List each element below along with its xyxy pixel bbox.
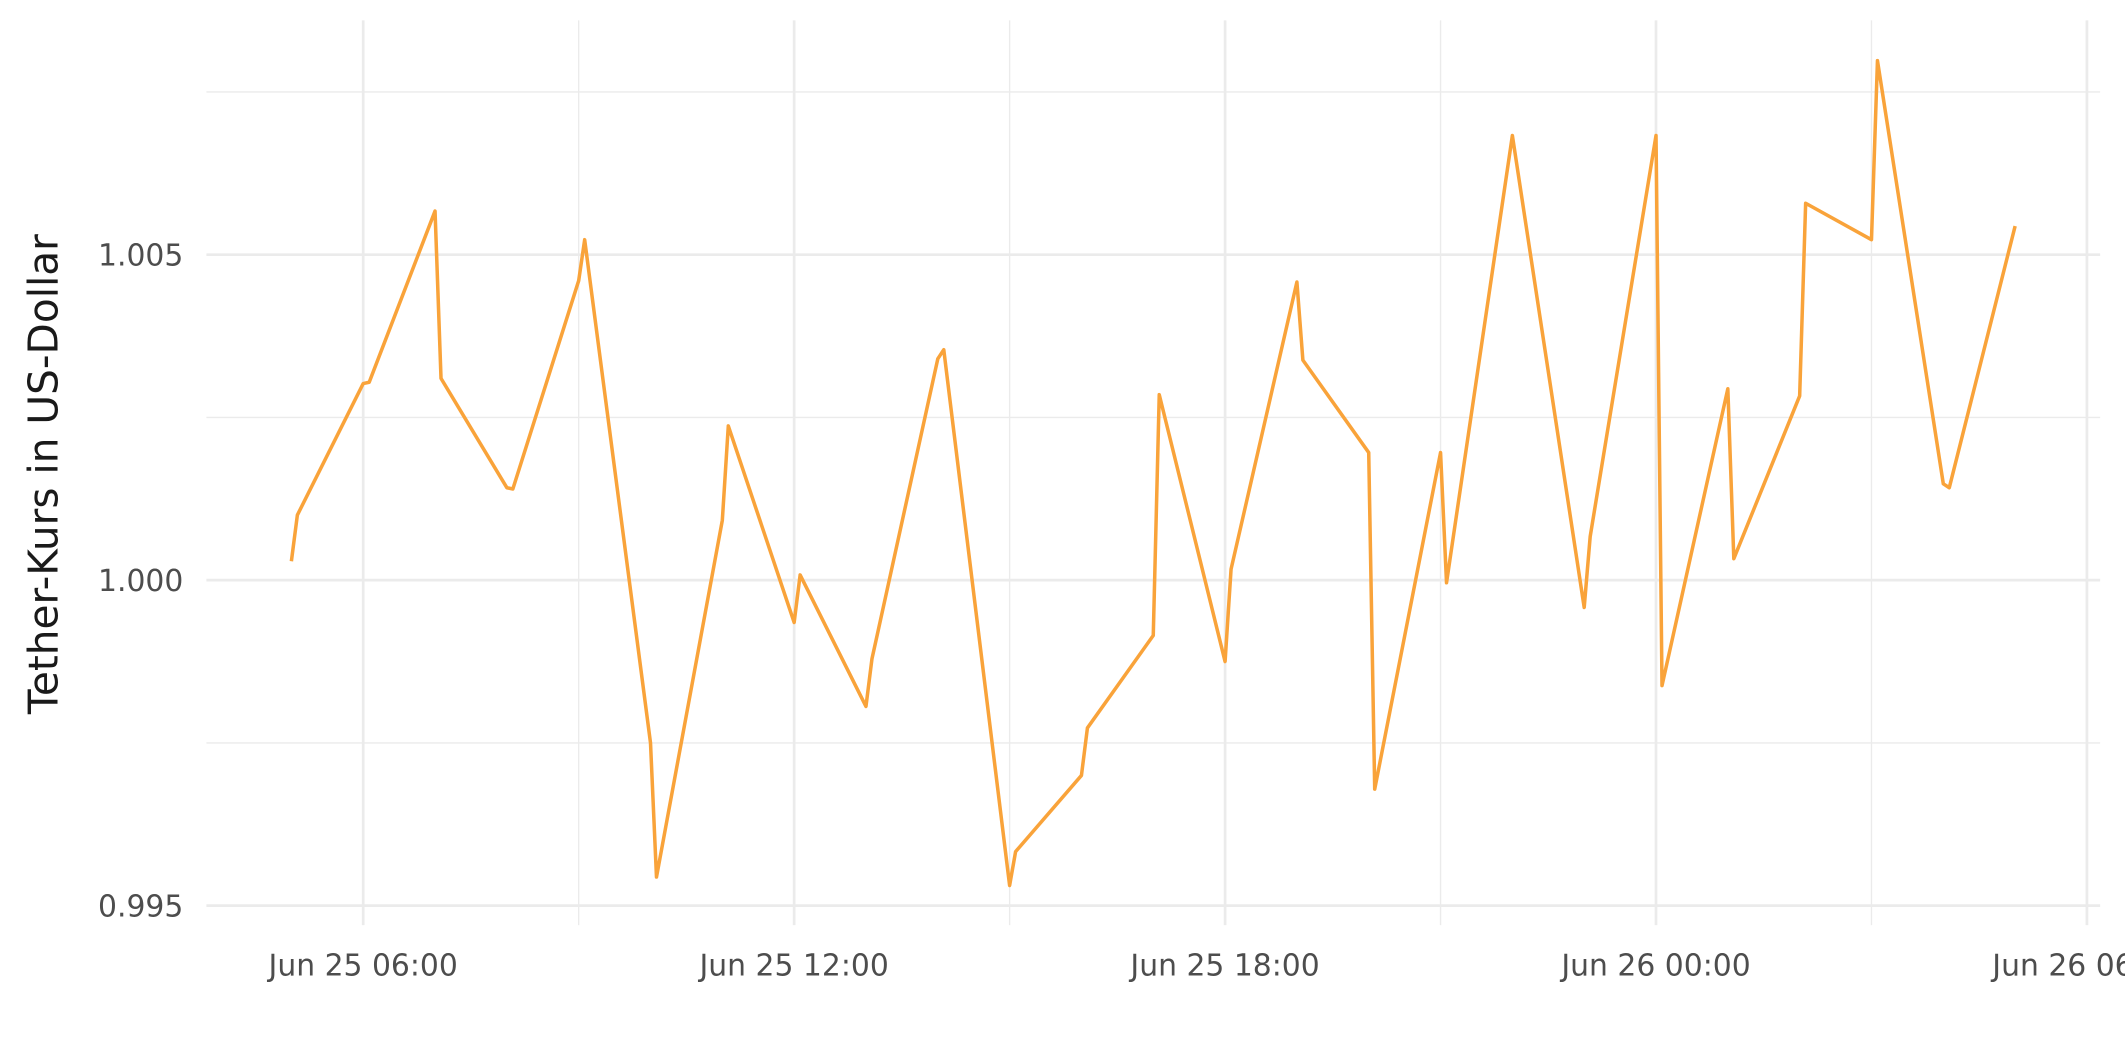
x-tick-label: Jun 26 06:00 (1990, 948, 2125, 983)
y-tick-label: 1.005 (98, 239, 183, 274)
x-tick-label: Jun 25 12:00 (697, 948, 888, 983)
x-tick-label: Jun 25 06:00 (267, 948, 458, 983)
x-tick-label: Jun 25 18:00 (1128, 948, 1319, 983)
x-tick-label: Jun 26 00:00 (1559, 948, 1750, 983)
y-axis-title: Tether-Kurs in US-Dollar (19, 234, 67, 715)
y-tick-label: 1.000 (98, 564, 183, 599)
price-line (289, 58, 2017, 888)
y-tick-label: 0.995 (98, 889, 183, 924)
